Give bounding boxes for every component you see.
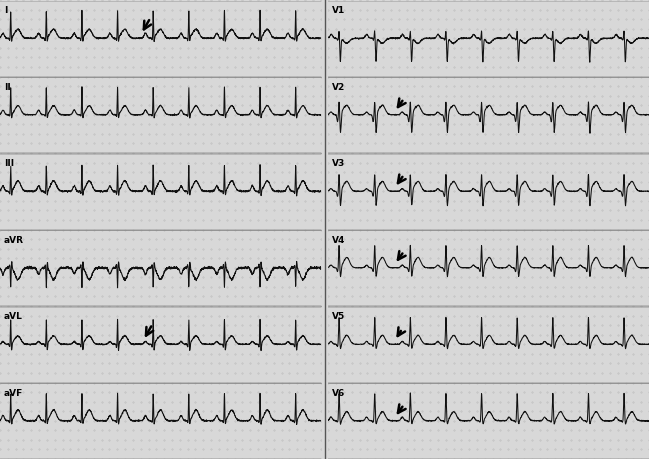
Text: V5: V5 — [332, 312, 345, 321]
Text: V1: V1 — [332, 6, 345, 15]
Text: III: III — [4, 159, 14, 168]
Text: aVF: aVF — [4, 389, 23, 397]
Text: V2: V2 — [332, 83, 345, 92]
Text: aVR: aVR — [4, 235, 24, 245]
Text: II: II — [4, 83, 10, 92]
Text: V4: V4 — [332, 235, 346, 245]
Text: aVL: aVL — [4, 312, 23, 321]
Text: V6: V6 — [332, 389, 345, 397]
Text: I: I — [4, 6, 7, 15]
Text: V3: V3 — [332, 159, 345, 168]
